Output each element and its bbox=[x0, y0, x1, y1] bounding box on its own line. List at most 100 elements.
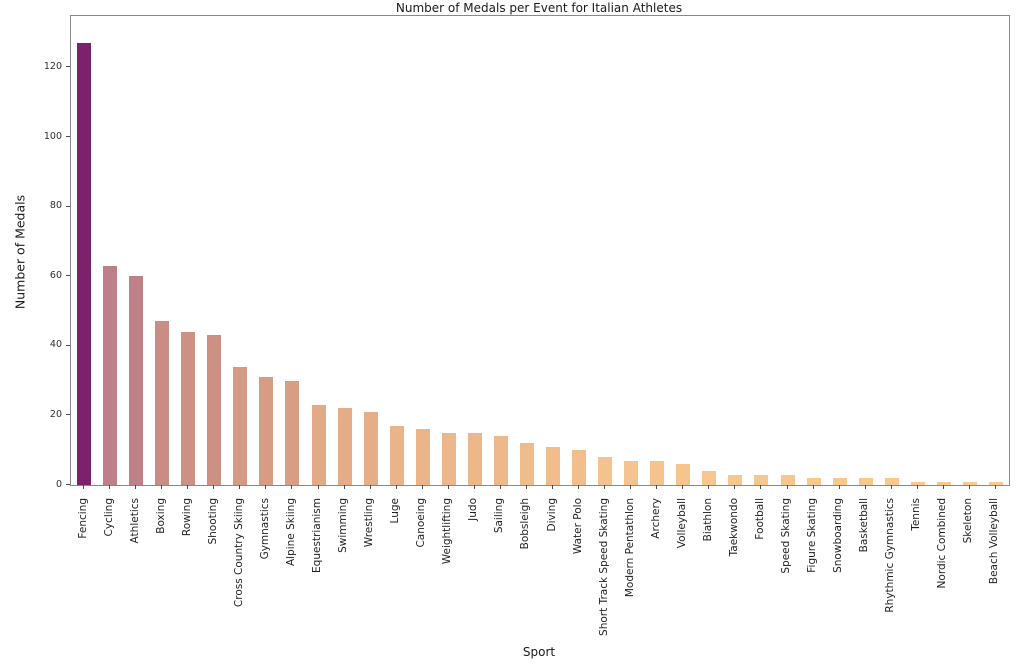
bar-alpine-skiing bbox=[285, 381, 299, 485]
x-tick-mark bbox=[213, 485, 214, 489]
y-tick-mark bbox=[66, 66, 70, 67]
y-tick-label: 120 bbox=[43, 61, 62, 72]
x-tick-label-text: Skeleton bbox=[962, 498, 974, 544]
x-tick-mark bbox=[578, 485, 579, 489]
x-tick-mark bbox=[734, 485, 735, 489]
x-tick-mark bbox=[917, 485, 918, 489]
bar-bobsleigh bbox=[520, 443, 534, 485]
x-tick-label-text: Canoeing bbox=[415, 498, 427, 548]
bar-volleyball bbox=[676, 464, 690, 485]
x-tick-label-text: Taekwondo bbox=[728, 498, 740, 557]
chart-title: Number of Medals per Event for Italian A… bbox=[395, 1, 683, 15]
y-tick-label: 60 bbox=[49, 270, 62, 281]
x-tick-mark bbox=[552, 485, 553, 489]
bar-modern-pentathlon bbox=[624, 461, 638, 485]
y-tick-label: 20 bbox=[49, 409, 62, 420]
x-tick-label-text: Snowboarding bbox=[832, 498, 844, 573]
x-tick-label-text: Water Polo bbox=[572, 498, 584, 555]
x-tick-label-text: Weightlifting bbox=[441, 498, 453, 565]
x-tick-label-text: Cross Country Skiing bbox=[233, 498, 245, 608]
y-axis-label: Number of Medals bbox=[12, 194, 28, 310]
x-tick-label-text: Figure Skating bbox=[806, 498, 818, 573]
y-tick-mark bbox=[66, 484, 70, 485]
x-tick-label-text: Rhythmic Gymnastics bbox=[884, 498, 896, 613]
bar-boxing bbox=[155, 321, 169, 485]
y-tick-mark bbox=[66, 136, 70, 137]
bar-athletics bbox=[129, 276, 143, 485]
x-tick-mark bbox=[109, 485, 110, 489]
x-tick-mark bbox=[291, 485, 292, 489]
x-tick-label-text: Football bbox=[754, 498, 766, 540]
y-tick-label: 80 bbox=[49, 200, 62, 211]
x-tick-mark bbox=[370, 485, 371, 489]
x-tick-mark bbox=[500, 485, 501, 489]
x-tick-label: Luge bbox=[389, 492, 414, 523]
bar-figure-skating bbox=[807, 478, 821, 485]
bar-weightlifting bbox=[442, 433, 456, 485]
x-tick-mark bbox=[187, 485, 188, 489]
bar-archery bbox=[650, 461, 664, 485]
x-tick-mark bbox=[474, 485, 475, 489]
x-tick-label-text: Equestrianism bbox=[311, 498, 323, 573]
x-tick-mark bbox=[630, 485, 631, 489]
y-tick-label: 40 bbox=[49, 339, 62, 350]
x-tick-label-text: Diving bbox=[546, 498, 558, 532]
bar-speed-skating bbox=[781, 475, 795, 485]
bar-beach-volleyball bbox=[989, 482, 1003, 485]
bar-snowboarding bbox=[833, 478, 847, 485]
x-tick-mark bbox=[604, 485, 605, 489]
x-tick-label-text: Wrestling bbox=[363, 498, 375, 548]
bar-fencing bbox=[77, 43, 91, 485]
bar-canoeing bbox=[416, 429, 430, 485]
bar-basketball bbox=[859, 478, 873, 485]
y-tick-mark bbox=[66, 414, 70, 415]
bar-football bbox=[754, 475, 768, 485]
x-tick-label-text: Fencing bbox=[77, 498, 89, 539]
x-tick-label: Beach Volleyball bbox=[988, 492, 1016, 584]
x-tick-label-text: Luge bbox=[389, 498, 401, 524]
x-tick-label-text: Bobsleigh bbox=[519, 498, 531, 550]
y-tick-label: 100 bbox=[43, 131, 62, 142]
x-tick-mark bbox=[656, 485, 657, 489]
bar-nordic-combined bbox=[937, 482, 951, 485]
x-tick-mark bbox=[83, 485, 84, 489]
y-tick-mark bbox=[66, 275, 70, 276]
x-tick-label-text: Biathlon bbox=[702, 498, 714, 542]
bar-judo bbox=[468, 433, 482, 485]
x-tick-label-text: Rowing bbox=[181, 498, 193, 537]
x-tick-mark bbox=[813, 485, 814, 489]
bar-rhythmic-gymnastics bbox=[885, 478, 899, 485]
x-tick-label-text: Basketball bbox=[858, 498, 870, 553]
bar-wrestling bbox=[364, 412, 378, 485]
x-tick-label-text: Volleyball bbox=[676, 498, 688, 549]
x-tick-label-text: Swimming bbox=[337, 498, 349, 553]
x-tick-label-text: Short Track Speed Skating bbox=[598, 498, 610, 636]
x-tick-mark bbox=[161, 485, 162, 489]
bar-short-track-speed-skating bbox=[598, 457, 612, 485]
x-tick-label-text: Modern Pentathlon bbox=[624, 498, 636, 598]
x-tick-mark bbox=[344, 485, 345, 489]
x-tick-label-text: Cycling bbox=[103, 498, 115, 537]
x-tick-mark bbox=[526, 485, 527, 489]
x-tick-mark bbox=[995, 485, 996, 489]
bar-tennis bbox=[911, 482, 925, 485]
x-tick-label: Judo bbox=[467, 492, 490, 521]
y-tick-mark bbox=[66, 206, 70, 207]
x-tick-label-text: Tennis bbox=[910, 498, 922, 531]
bar-sailing bbox=[494, 436, 508, 485]
bar-luge bbox=[390, 426, 404, 485]
y-tick-label: 0 bbox=[55, 479, 62, 490]
x-tick-label-text: Shooting bbox=[207, 498, 219, 545]
bar-gymnastics bbox=[259, 377, 273, 485]
x-tick-label-text: Beach Volleyball bbox=[988, 498, 1000, 585]
bar-shooting bbox=[207, 335, 221, 485]
x-tick-mark bbox=[448, 485, 449, 489]
x-tick-label-text: Nordic Combined bbox=[936, 498, 948, 589]
x-tick-mark bbox=[318, 485, 319, 489]
bar-taekwondo bbox=[728, 475, 742, 485]
x-tick-mark bbox=[760, 485, 761, 489]
y-tick-mark bbox=[66, 345, 70, 346]
bar-skeleton bbox=[963, 482, 977, 485]
plot-area bbox=[70, 15, 1010, 486]
